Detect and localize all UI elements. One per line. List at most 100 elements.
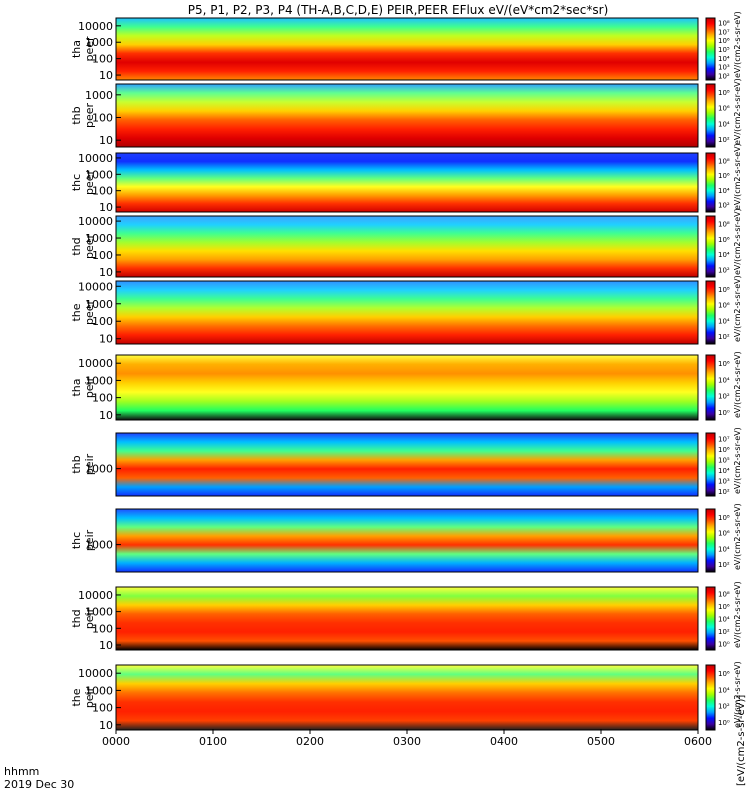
- spectrogram-image: [116, 355, 698, 420]
- panel-probe-label: thb: [70, 106, 83, 124]
- date-label: 2019 Dec 30: [4, 778, 74, 791]
- x-tick-label: 0200: [296, 735, 324, 748]
- colorbar-unit-label: [eV/(cm2-s-sr-eV)]: [736, 695, 747, 786]
- spectrogram-image: [116, 281, 698, 344]
- colorbar-tick-label: 10⁶: [718, 172, 730, 180]
- x-tick-label: 0600: [684, 735, 712, 748]
- panel-frame: [115, 432, 699, 497]
- colorbar: [705, 432, 716, 497]
- y-tick-label: 10: [99, 134, 113, 147]
- spectrogram-image: [116, 216, 698, 277]
- y-tick-label: 100: [92, 702, 113, 715]
- y-tick-label: 100: [92, 249, 113, 262]
- colorbar-tick-label: 10⁴: [718, 616, 730, 624]
- panel-probe-label: thd: [70, 609, 83, 627]
- panel-product-label: peir: [83, 453, 96, 475]
- time-label: hhmm: [4, 765, 39, 778]
- colorbar-tick-label: 10²: [718, 488, 730, 496]
- panel-probe-label: thc: [70, 174, 83, 191]
- colorbar-tick-label: 10⁶: [718, 236, 730, 244]
- y-tick-label: 10: [99, 69, 113, 82]
- panel-frame: [115, 215, 699, 278]
- colorbar-tick-label: 10⁴: [718, 317, 730, 325]
- panel-product-label: peir: [83, 686, 96, 708]
- colorbar-tick-label: 10⁰: [718, 641, 730, 649]
- y-tick-label: 10: [99, 719, 113, 732]
- colorbar-unit: eV/(cm2-s-sr-eV): [733, 275, 742, 342]
- panel-probe-label: the: [70, 688, 83, 706]
- panel-frame: [115, 17, 699, 81]
- colorbar-tick-label: 10³: [718, 64, 730, 72]
- spectrogram-image: [116, 84, 698, 147]
- colorbar-tick-label: 10⁶: [718, 670, 730, 678]
- y-tick-label: 1000: [85, 606, 113, 619]
- y-tick-label: 10000: [78, 215, 113, 228]
- panel-probe-label: tha: [70, 378, 83, 396]
- colorbar-unit: eV/(cm2-s-sr-eV): [733, 503, 742, 570]
- colorbar-tick-label: 10²: [718, 561, 730, 569]
- colorbar-tick-label: 10⁶: [718, 360, 730, 368]
- y-tick-label: 100: [92, 392, 113, 405]
- colorbar-unit: eV/(cm2-s-sr-eV): [733, 143, 742, 210]
- panel-tha-peer: 10 100 1000 10000 tha peer 10²10³10⁴10⁵10⁶10⁷1…: [70, 11, 742, 82]
- colorbar-unit: eV/(cm2-s-sr-eV): [733, 11, 742, 78]
- x-tick-label: 0000: [102, 735, 130, 748]
- y-tick-label: 100: [92, 53, 113, 66]
- panel-product-label: peer: [83, 300, 96, 326]
- panel-the-peir: 10 100 1000 10000 the peir 10⁰ 10² 10⁴ 10⁶ eV/(cm2…: [70, 661, 742, 732]
- y-tick-label: 100: [92, 622, 113, 635]
- colorbar-unit: eV/(cm2-s-sr-eV): [733, 208, 742, 275]
- x-tick-label: 0400: [490, 735, 518, 748]
- colorbar-tick-label: 10⁶: [718, 446, 730, 454]
- colorbar-tick-label: 10⁸: [718, 590, 730, 598]
- figure-title: P5, P1, P2, P3, P4 (TH-A,B,C,D,E) PEIR,P…: [188, 3, 609, 17]
- spectrogram-image: [116, 509, 698, 572]
- colorbar: [705, 152, 716, 213]
- panel-product-label: peir: [83, 607, 96, 629]
- colorbar-tick-label: 10⁴: [718, 467, 730, 475]
- x-tick-label: 0500: [587, 735, 615, 748]
- colorbar-tick-label: 10³: [718, 477, 730, 485]
- colorbar-tick-label: 10⁶: [718, 105, 730, 113]
- panel-product-label: peer: [83, 36, 96, 62]
- colorbar-tick-label: 10²: [718, 73, 730, 81]
- time-axis: 0000 0100 0200 0300 0400 0500 0600: [102, 729, 712, 748]
- colorbar: [705, 664, 716, 731]
- y-tick-label: 1000: [85, 168, 113, 181]
- colorbar: [705, 17, 716, 81]
- colorbar-tick-label: 10⁷: [718, 28, 730, 36]
- panel-probe-label: thb: [70, 455, 83, 473]
- colorbar: [705, 354, 716, 421]
- spectrogram-image: [116, 18, 698, 80]
- y-tick-label: 10: [99, 639, 113, 652]
- panel-thc-peer: 10 100 1000 10000 thc peer 10² 10⁴ 10⁶ 10⁸ eV/(cm2…: [70, 143, 742, 214]
- colorbar-tick-label: 10⁰: [718, 409, 730, 417]
- y-tick-label: 100: [92, 111, 113, 124]
- colorbar-tick-label: 10⁶: [718, 37, 730, 45]
- y-tick-label: 1000: [85, 232, 113, 245]
- panel-frame: [115, 152, 699, 213]
- colorbar: [705, 586, 716, 651]
- y-tick-label: 1000: [85, 463, 113, 476]
- colorbar-tick-label: 10⁴: [718, 55, 730, 63]
- y-tick-label: 100: [92, 315, 113, 328]
- panel-frame: [115, 586, 699, 651]
- colorbar-tick-label: 10⁴: [718, 376, 730, 384]
- colorbar-tick-label: 10⁸: [718, 514, 730, 522]
- panel-frame: [115, 354, 699, 421]
- y-tick-label: 10000: [78, 152, 113, 165]
- panel-frame: [115, 508, 699, 573]
- colorbar-tick-label: 10²: [718, 393, 730, 401]
- colorbar-tick-label: 10⁷: [718, 435, 730, 443]
- panel-probe-label: thd: [70, 237, 83, 255]
- y-tick-label: 10000: [78, 357, 113, 370]
- colorbar-tick-label: 10²: [718, 703, 730, 711]
- panel-the-peer: 10 100 1000 10000 the peer 10² 10⁴ 10⁶ 10⁸ eV/(cm2…: [70, 275, 742, 346]
- colorbar: [705, 83, 716, 148]
- x-tick-label: 0100: [199, 735, 227, 748]
- panel-product-label: peer: [83, 103, 96, 129]
- colorbar-tick-label: 10⁰: [718, 719, 730, 727]
- colorbar-tick-label: 10⁶: [718, 603, 730, 611]
